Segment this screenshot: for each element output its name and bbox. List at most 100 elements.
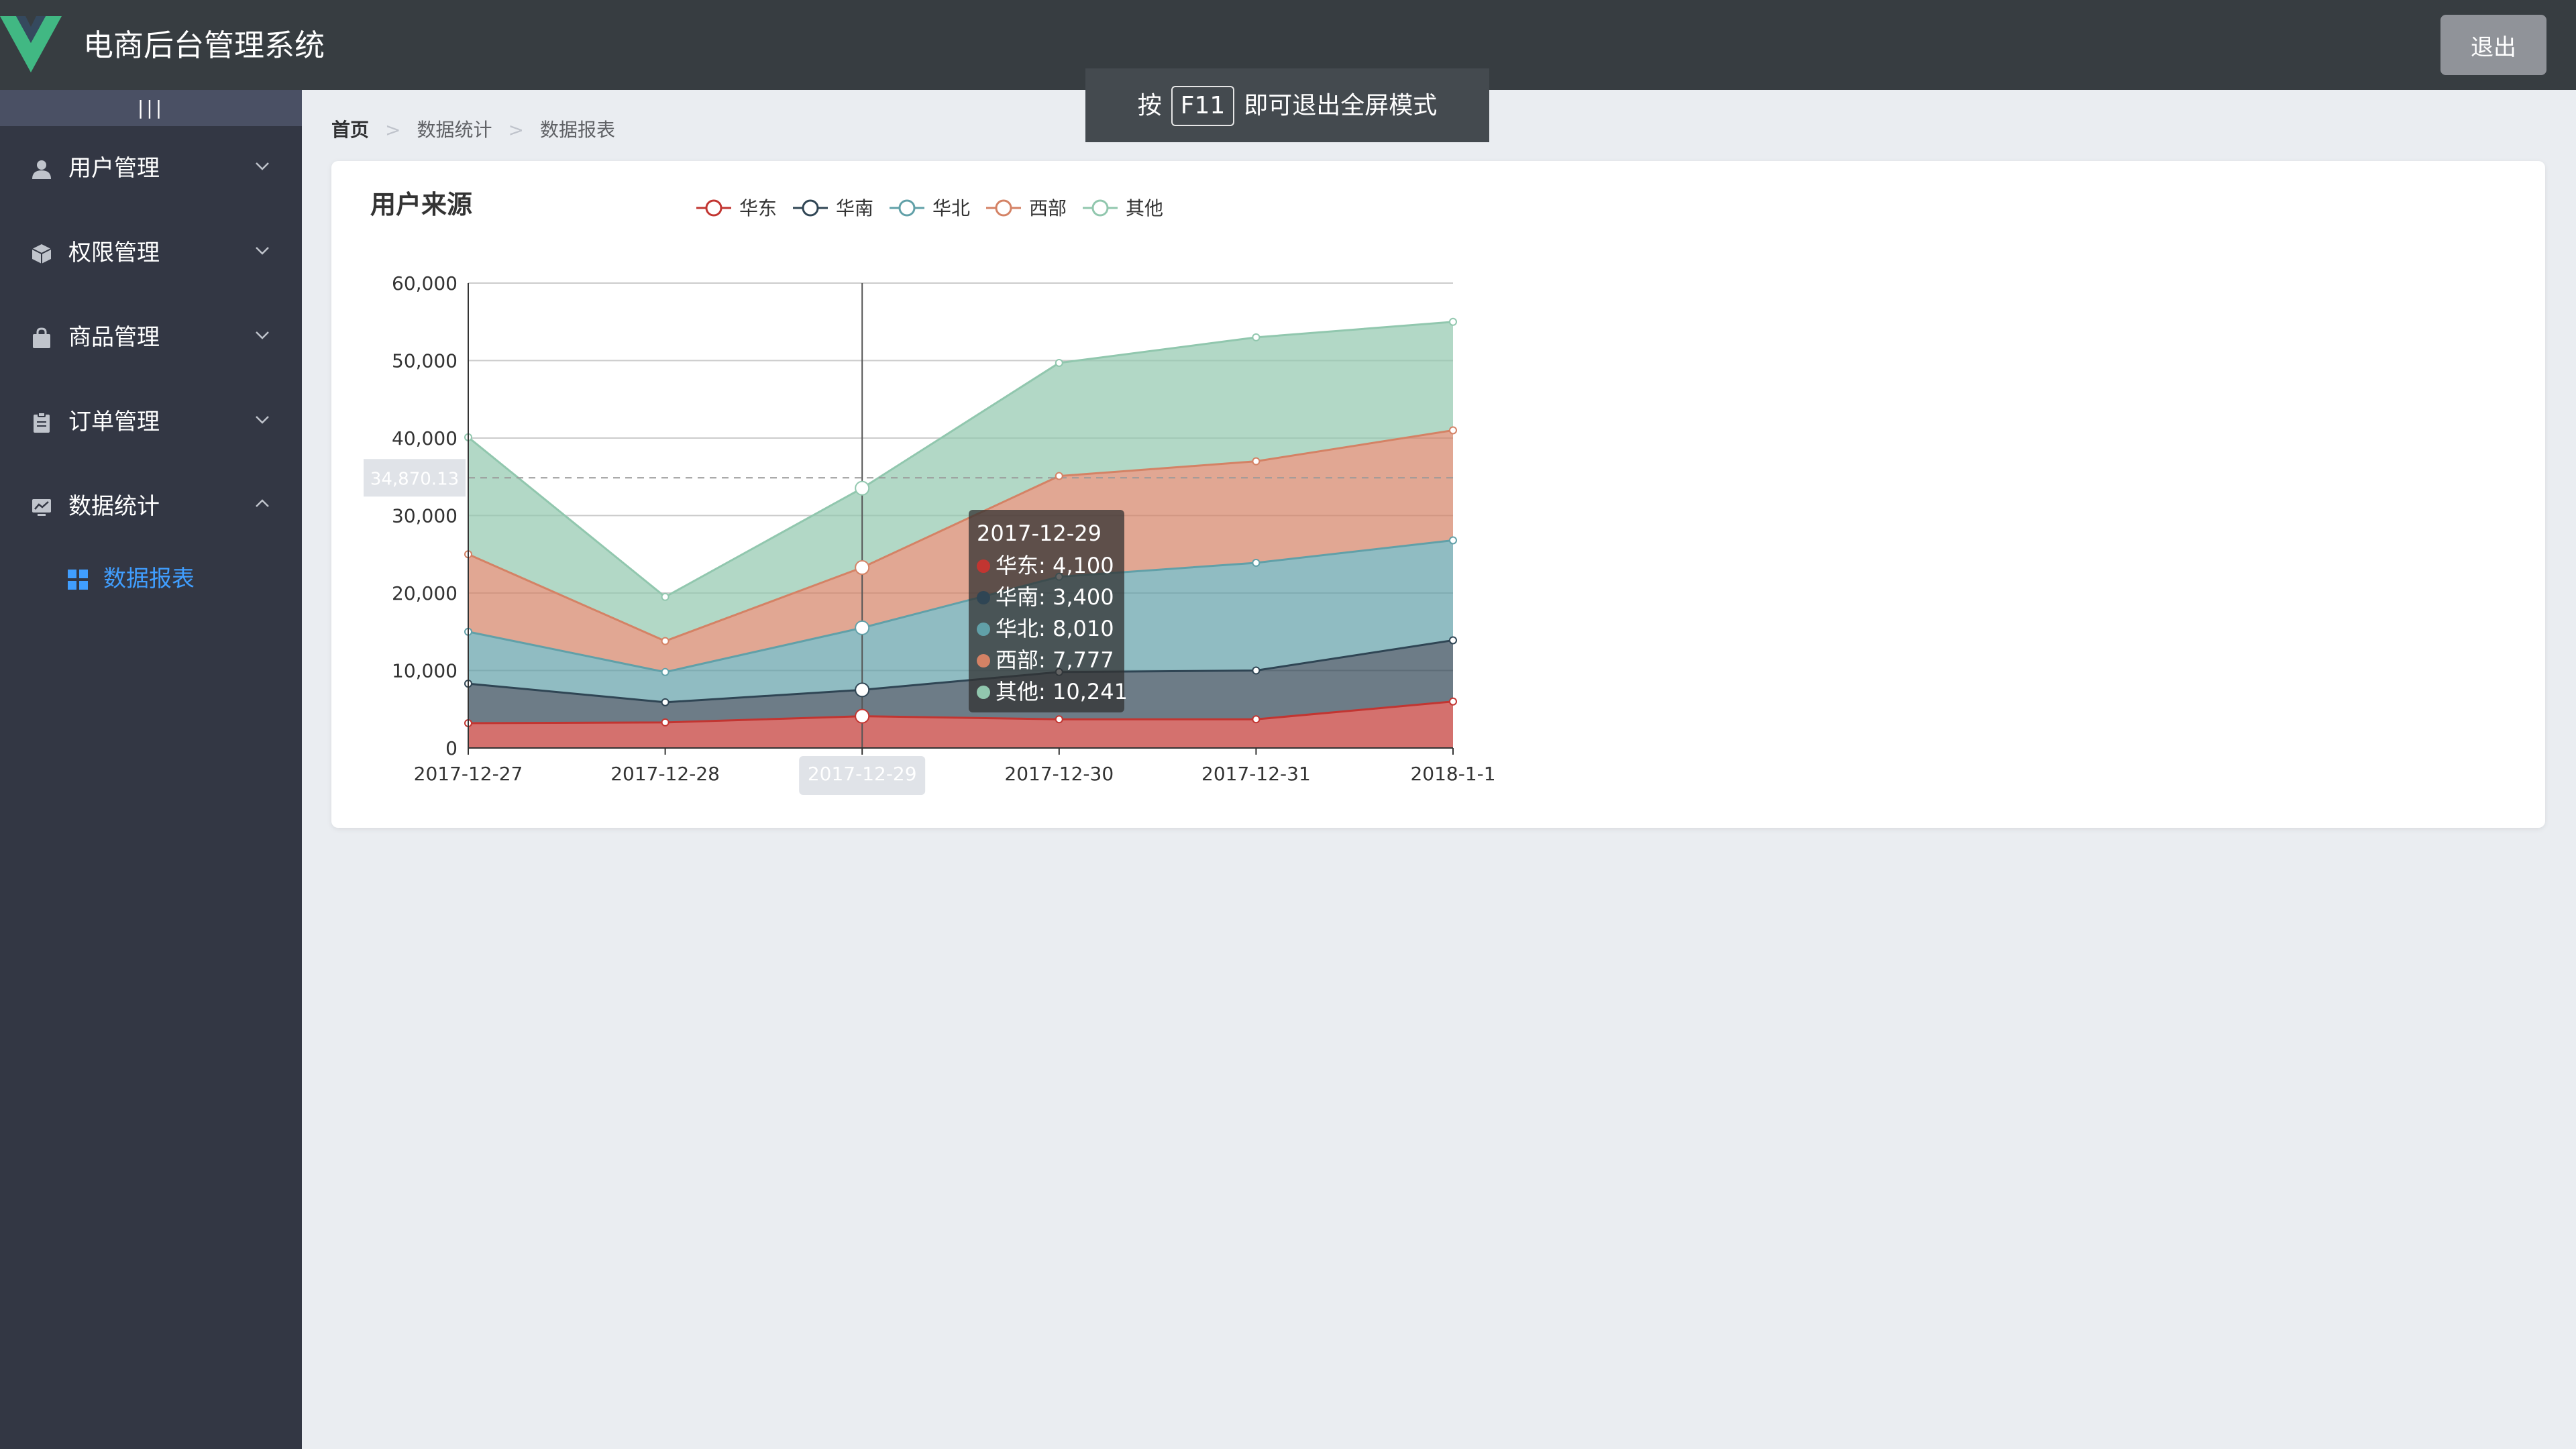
sidebar-item-label: 用户管理 bbox=[68, 155, 160, 182]
data-point bbox=[1449, 697, 1457, 706]
axis-pointer-y-label-bg bbox=[364, 459, 466, 497]
sidebar-item-goods[interactable]: 商品管理 bbox=[0, 295, 302, 380]
sidebar-item-label: 订单管理 bbox=[68, 409, 160, 435]
sidebar-item-statistics[interactable]: 数据统计 bbox=[0, 464, 302, 549]
tooltip-swatch bbox=[977, 591, 990, 604]
sidebar-item-label: 商品管理 bbox=[68, 324, 160, 351]
sidebar-item-users[interactable]: 用户管理 bbox=[0, 126, 302, 211]
chart-tooltip bbox=[969, 510, 1124, 712]
breadcrumb-separator: > bbox=[508, 119, 524, 141]
y-tick-label: 40,000 bbox=[392, 427, 458, 449]
user-icon bbox=[32, 160, 51, 179]
series-line bbox=[468, 700, 1454, 724]
toast-prefix: 按 bbox=[1137, 92, 1162, 119]
axis-pointer-y-label: 34,870.13 bbox=[370, 469, 459, 489]
legend-marker[interactable] bbox=[802, 199, 819, 217]
data-point bbox=[855, 560, 870, 576]
toast-suffix: 即可退出全屏模式 bbox=[1244, 92, 1438, 119]
tooltip-item: 西部: 7,777 bbox=[996, 647, 1114, 673]
series-line bbox=[468, 539, 1454, 674]
chevron-up-icon bbox=[256, 499, 269, 507]
y-tick-label: 20,000 bbox=[392, 582, 458, 604]
data-point bbox=[661, 592, 669, 601]
chart-icon bbox=[32, 499, 51, 516]
x-tick-label: 2017-12-28 bbox=[610, 763, 720, 785]
sidebar-item-orders[interactable]: 订单管理 bbox=[0, 380, 302, 464]
legend-label[interactable]: 华南 bbox=[836, 197, 873, 219]
x-tick-label: 2017-12-30 bbox=[1004, 763, 1114, 785]
legend-marker[interactable] bbox=[1091, 199, 1109, 217]
series-line bbox=[468, 321, 1454, 598]
axis-pointer-x-label-bg bbox=[799, 756, 926, 795]
data-point bbox=[1449, 636, 1457, 645]
series-line bbox=[468, 429, 1454, 643]
data-point bbox=[855, 620, 870, 635]
data-point bbox=[855, 682, 870, 698]
data-point bbox=[661, 637, 669, 645]
bag-icon bbox=[33, 327, 50, 348]
data-point bbox=[1252, 715, 1260, 724]
data-point bbox=[661, 718, 669, 727]
legend-marker[interactable] bbox=[705, 199, 722, 217]
legend-label[interactable]: 其他 bbox=[1126, 197, 1163, 219]
legend-marker[interactable] bbox=[995, 199, 1012, 217]
series-line bbox=[468, 639, 1454, 704]
legend-label[interactable]: 西部 bbox=[1029, 197, 1067, 219]
tooltip-item: 华东: 4,100 bbox=[996, 553, 1114, 578]
data-point bbox=[661, 698, 669, 706]
sidebar-subitem-reports[interactable]: 数据报表 bbox=[0, 549, 302, 629]
data-point bbox=[1252, 666, 1260, 675]
tooltip-swatch bbox=[977, 559, 990, 573]
y-tick-label: 0 bbox=[445, 737, 458, 759]
data-point bbox=[1055, 358, 1063, 367]
breadcrumb: 首页 > 数据统计 > 数据报表 bbox=[331, 117, 615, 144]
f11-key-badge: F11 bbox=[1171, 86, 1235, 126]
chevron-down-icon bbox=[256, 162, 269, 170]
series-area bbox=[468, 430, 1453, 672]
logout-button[interactable]: 退出 bbox=[2440, 15, 2546, 75]
chart-title: 用户来源 bbox=[370, 190, 472, 219]
tooltip-swatch bbox=[977, 623, 990, 636]
y-tick-label: 10,000 bbox=[392, 660, 458, 682]
data-point bbox=[1449, 426, 1457, 435]
app-title: 电商后台管理系统 bbox=[83, 28, 325, 63]
y-tick-label: 30,000 bbox=[392, 505, 458, 527]
grid-icon bbox=[68, 570, 88, 590]
legend-label[interactable]: 华北 bbox=[932, 197, 970, 219]
x-tick-label: 2018-1-1 bbox=[1410, 763, 1495, 785]
chevron-down-icon bbox=[256, 416, 269, 424]
sidebar-toggle-button[interactable]: ||| bbox=[0, 90, 302, 126]
series-area bbox=[468, 321, 1453, 641]
breadcrumb-home-link[interactable]: 首页 bbox=[331, 119, 370, 141]
data-point bbox=[1449, 317, 1457, 326]
data-point bbox=[855, 708, 870, 724]
tooltip-swatch bbox=[977, 654, 990, 667]
user-source-chart: 用户来源 华东 华南 华北 西部 其他 0 10,000 20,000 30,000 40,000 5… bbox=[364, 190, 1496, 795]
series-area bbox=[468, 701, 1453, 748]
tooltip-title: 2017-12-29 bbox=[977, 521, 1102, 546]
data-point bbox=[1252, 333, 1260, 341]
breadcrumb-separator: > bbox=[385, 119, 401, 141]
x-tick-label: 2017-12-31 bbox=[1201, 763, 1311, 785]
legend-label[interactable]: 华东 bbox=[739, 197, 777, 219]
data-point bbox=[1055, 472, 1063, 480]
vue-logo bbox=[0, 16, 62, 72]
sidebar-item-permissions[interactable]: 权限管理 bbox=[0, 211, 302, 295]
legend-marker[interactable] bbox=[898, 199, 916, 217]
clipboard-icon bbox=[34, 412, 50, 433]
data-point bbox=[855, 480, 870, 496]
y-tick-label: 50,000 bbox=[392, 350, 458, 372]
chevron-down-icon bbox=[256, 247, 269, 255]
sidebar: ||| 用户管理 权限管理 商品管理 bbox=[0, 90, 302, 1449]
breadcrumb-level1: 数据统计 bbox=[417, 119, 492, 141]
chart-card: 用户来源 华东 华南 华北 西部 其他 0 10,000 20,000 30,000 40,000 5… bbox=[331, 161, 2545, 828]
fullscreen-toast: 按 F11 即可退出全屏模式 bbox=[1085, 68, 1489, 142]
chevron-down-icon bbox=[256, 331, 269, 339]
y-tick-label: 60,000 bbox=[392, 272, 458, 294]
tooltip-item: 其他: 10,241 bbox=[996, 679, 1128, 704]
x-tick-label: 2017-12-27 bbox=[414, 763, 523, 785]
tooltip-swatch bbox=[977, 686, 990, 699]
tooltip-item: 华北: 8,010 bbox=[996, 616, 1114, 641]
data-point bbox=[1252, 558, 1260, 567]
data-point bbox=[661, 667, 669, 676]
